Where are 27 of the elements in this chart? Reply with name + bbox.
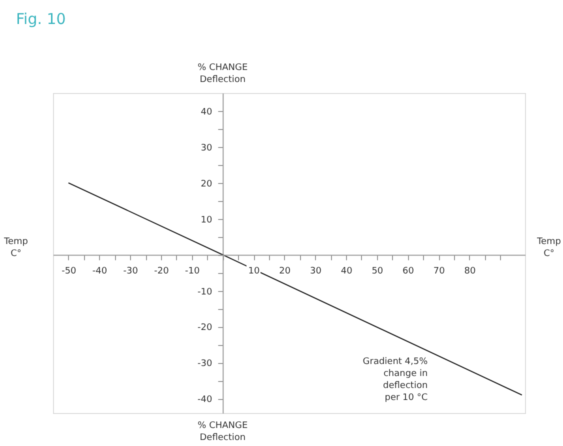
- x-tick-label: -50: [62, 266, 77, 276]
- y-tick-label: 20: [200, 179, 212, 190]
- y-tick-label: -20: [197, 323, 212, 334]
- x-tick-label: 10: [248, 266, 260, 276]
- x-tick-label: 70: [433, 266, 446, 276]
- y-tick-label: 10: [200, 215, 212, 226]
- y-tick-label: -30: [197, 359, 212, 370]
- x-axis-title: Temp C°: [536, 236, 562, 259]
- x-tick-label: -30: [123, 266, 138, 276]
- x-tick-label: 40: [340, 266, 353, 276]
- y-tick-label: 40: [200, 107, 212, 118]
- x-tick-label: -40: [92, 266, 108, 276]
- text: Temp C°: [4, 236, 28, 259]
- x-tick-label: 50: [372, 266, 384, 276]
- x-tick-label: -20: [154, 266, 170, 276]
- chart-title: Fig. 10: [16, 10, 66, 28]
- x-tick-label: 30: [310, 266, 322, 276]
- text: % CHANGE Deflection: [198, 421, 248, 443]
- x-tick-label: -10: [184, 266, 200, 276]
- x-tick-label: 80: [464, 266, 476, 276]
- x-tick-label: 60: [402, 266, 414, 276]
- y-tick-label: -10: [197, 287, 212, 298]
- annotation: Gradient 4,5% change in deflection per 10 °C: [362, 356, 428, 403]
- x-tick-label: 20: [279, 266, 291, 276]
- y-tick-label: -40: [197, 395, 212, 406]
- y-tick-label: 30: [200, 143, 212, 154]
- y-axis-title: % CHANGE Deflection: [198, 63, 248, 85]
